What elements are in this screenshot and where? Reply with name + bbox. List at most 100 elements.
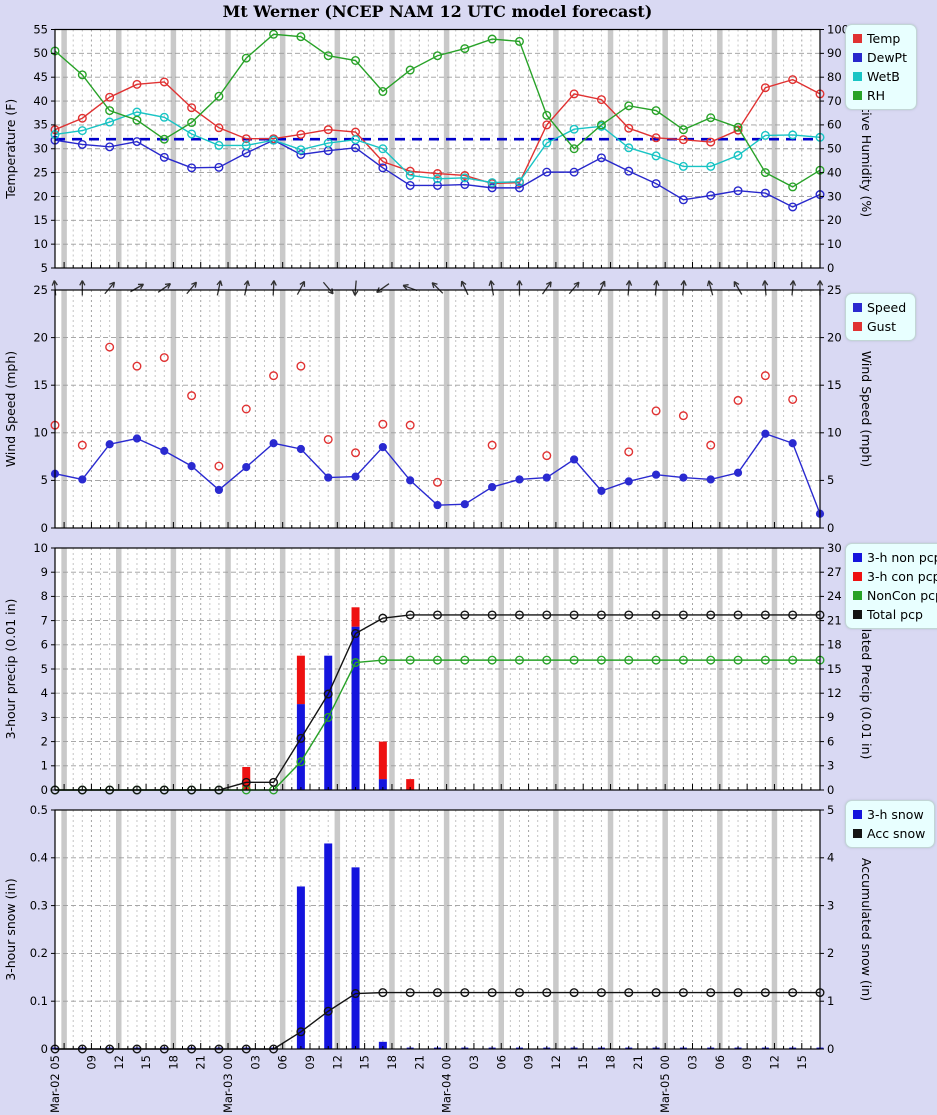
wind-arrow <box>568 281 580 295</box>
y-tick-label-right: 18 <box>827 638 842 652</box>
legend-swatch <box>853 322 862 331</box>
wind-arrow <box>352 280 359 296</box>
six-hour-band <box>498 290 504 528</box>
y-tick-label-left: 20 <box>33 189 48 203</box>
bar <box>351 867 360 1049</box>
x-tick-label: 03 <box>686 1055 700 1070</box>
legend-item: Gust <box>853 317 906 336</box>
y-tick-label-right: 24 <box>827 589 842 603</box>
y-tick-label-right: 21 <box>827 613 842 627</box>
y-tick-label-left: 9 <box>41 565 48 579</box>
plot-area <box>55 290 820 528</box>
y-tick-label-right: 80 <box>827 70 842 84</box>
y-tick-label-left: 6 <box>41 638 48 652</box>
bar <box>296 704 305 790</box>
y-tick-label-right: 30 <box>827 189 842 203</box>
y-tick-label-left: 5 <box>41 473 48 487</box>
y-tick-label-right: 3 <box>827 898 834 912</box>
six-hour-band <box>498 29 504 268</box>
y-tick-label-left: 55 <box>33 22 48 36</box>
bar <box>296 886 305 1049</box>
x-tick-label: 09 <box>522 1055 536 1070</box>
six-hour-band <box>443 548 450 790</box>
x-tick-label: 03 <box>467 1055 481 1070</box>
six-hour-band <box>553 290 559 528</box>
page-title: Mt Werner (NCEP NAM 12 UTC model forecas… <box>222 2 653 21</box>
y-tick-label-left: 15 <box>33 213 48 227</box>
legend-snow: 3-h snow Acc snow <box>845 800 936 848</box>
y-tick-label-right: 5 <box>827 473 834 487</box>
legend-swatch <box>853 829 862 838</box>
six-hour-band <box>116 290 122 528</box>
y-tick-label-left: 0 <box>41 1042 48 1056</box>
left-axis-label: 3-hour snow (in) <box>3 878 18 981</box>
y-tick-label-right: 30 <box>827 541 842 555</box>
six-hour-band <box>389 290 395 528</box>
y-tick-label-left: 10 <box>33 237 48 251</box>
x-tick-label: 12 <box>112 1055 126 1070</box>
bar <box>406 779 415 790</box>
right-axis-label: Accumulated snow (in) <box>859 858 874 1001</box>
legend-item: NonCon pcp <box>853 586 937 605</box>
y-tick-label-right: 0 <box>827 1042 834 1056</box>
x-tick-label: 15 <box>795 1055 809 1070</box>
wind-arrow <box>680 280 687 296</box>
six-hour-band <box>225 810 231 1049</box>
bar <box>351 626 360 790</box>
y-tick-label-left: 25 <box>33 283 48 297</box>
y-tick-label-left: 10 <box>33 426 48 440</box>
legend-item: Acc snow <box>853 824 925 843</box>
six-hour-band <box>443 29 450 268</box>
series-line-DewPt <box>54 139 821 208</box>
legend-item: Total pcp <box>853 605 937 624</box>
six-hour-band <box>170 548 177 790</box>
six-hour-band <box>61 810 67 1049</box>
six-hour-band <box>61 290 67 528</box>
right-axis-label: Wind Speed (mph) <box>859 351 874 467</box>
x-tick-label: Mar-02 05 <box>48 1055 62 1113</box>
y-tick-label-left: 7 <box>41 613 48 627</box>
legend-item: Speed <box>853 298 906 317</box>
wind-arrow <box>216 280 223 296</box>
y-tick-label-right: 4 <box>827 851 834 865</box>
x-tick-label: 09 <box>84 1055 98 1070</box>
six-hour-band <box>334 810 341 1049</box>
legend-label: NonCon pcp <box>867 588 937 603</box>
plot-area <box>55 29 820 268</box>
x-tick-label: 21 <box>412 1055 426 1070</box>
y-tick-label-left: 0.4 <box>30 851 48 865</box>
y-tick-label-left: 25 <box>33 165 48 179</box>
y-tick-label-left: 10 <box>33 541 48 555</box>
y-tick-label-right: 25 <box>827 283 842 297</box>
x-tick-label: Mar-03 00 <box>221 1055 235 1113</box>
left-axis-label: Temperature (F) <box>3 99 18 200</box>
six-hour-band <box>771 810 778 1049</box>
six-hour-band <box>225 290 231 528</box>
plot-area <box>55 810 820 1049</box>
y-tick-label-right: 90 <box>827 46 842 60</box>
legend-item: RH <box>853 86 907 105</box>
wind-arrow <box>597 280 606 296</box>
six-hour-band <box>225 29 231 268</box>
y-tick-label-left: 8 <box>41 589 48 603</box>
series-line-RH <box>54 33 821 188</box>
y-tick-label-right: 0 <box>827 783 834 797</box>
x-tick-label: Mar-04 00 <box>440 1055 454 1113</box>
x-tick-label: 06 <box>494 1055 508 1070</box>
legend-label: Acc snow <box>867 826 926 841</box>
y-tick-label-left: 40 <box>33 94 48 108</box>
wind-arrow <box>322 281 334 295</box>
y-tick-label-right: 27 <box>827 565 842 579</box>
y-tick-label-right: 1 <box>827 994 834 1008</box>
six-hour-band <box>116 29 122 268</box>
six-hour-band <box>225 548 231 790</box>
legend-swatch <box>853 53 862 62</box>
y-tick-label-left: 5 <box>41 261 48 275</box>
y-tick-label-right: 20 <box>827 213 842 227</box>
x-tick-label: 18 <box>166 1055 180 1070</box>
x-tick-label: 21 <box>631 1055 645 1070</box>
y-tick-label-left: 35 <box>33 118 48 132</box>
y-tick-label-left: 2 <box>41 734 48 748</box>
legend-label: Temp <box>867 31 901 46</box>
